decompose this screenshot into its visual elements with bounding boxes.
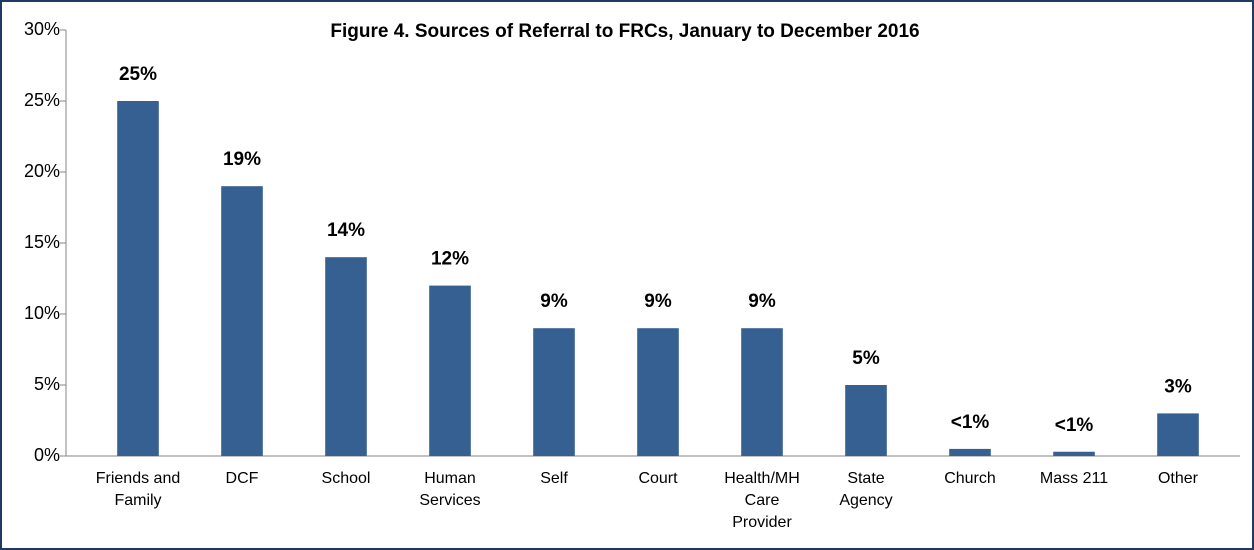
bar [1157, 413, 1199, 456]
x-tick-label: Mass 211 [1039, 470, 1109, 487]
bar [1053, 451, 1095, 456]
data-label: 25% [119, 64, 157, 85]
y-tick-label: 0% [34, 445, 60, 465]
x-tick-label: DCF [225, 470, 259, 487]
bar [117, 101, 159, 456]
data-label: 12% [431, 249, 469, 270]
x-tick-label: School [321, 470, 371, 487]
data-label: 3% [1164, 376, 1192, 397]
data-label: 19% [223, 149, 261, 170]
data-label: <1% [1055, 415, 1094, 436]
bar [533, 328, 575, 456]
y-tick-label: 5% [34, 374, 60, 394]
bar [741, 328, 783, 456]
y-tick-label: 15% [24, 232, 60, 252]
x-tick-label: Church [944, 470, 996, 487]
y-tick-label: 20% [24, 161, 60, 181]
bar [637, 328, 679, 456]
data-label: 9% [644, 291, 672, 312]
bar [845, 385, 887, 456]
x-tick-label: Health/MH Care Provider [724, 470, 800, 531]
y-tick-label: 30% [24, 19, 60, 39]
bar [325, 257, 367, 456]
x-tick-label: State Agency [839, 470, 893, 509]
bar [949, 448, 991, 456]
y-tick-label: 25% [24, 90, 60, 110]
x-tick-label: Friends and Family [95, 470, 181, 509]
x-tick-label: Human Services [419, 470, 481, 509]
x-tick-label: Other [1157, 470, 1198, 487]
data-label: <1% [951, 412, 990, 433]
bar [429, 285, 471, 456]
data-label: 5% [852, 348, 880, 369]
data-label: 14% [327, 220, 365, 241]
y-tick-label: 10% [24, 303, 60, 323]
bar [221, 186, 263, 456]
x-tick-label: Self [540, 470, 568, 487]
x-tick-label: Court [638, 470, 678, 487]
data-label: 9% [748, 291, 776, 312]
data-label: 9% [540, 291, 568, 312]
chart-title: Figure 4. Sources of Referral to FRCs, J… [330, 21, 919, 42]
